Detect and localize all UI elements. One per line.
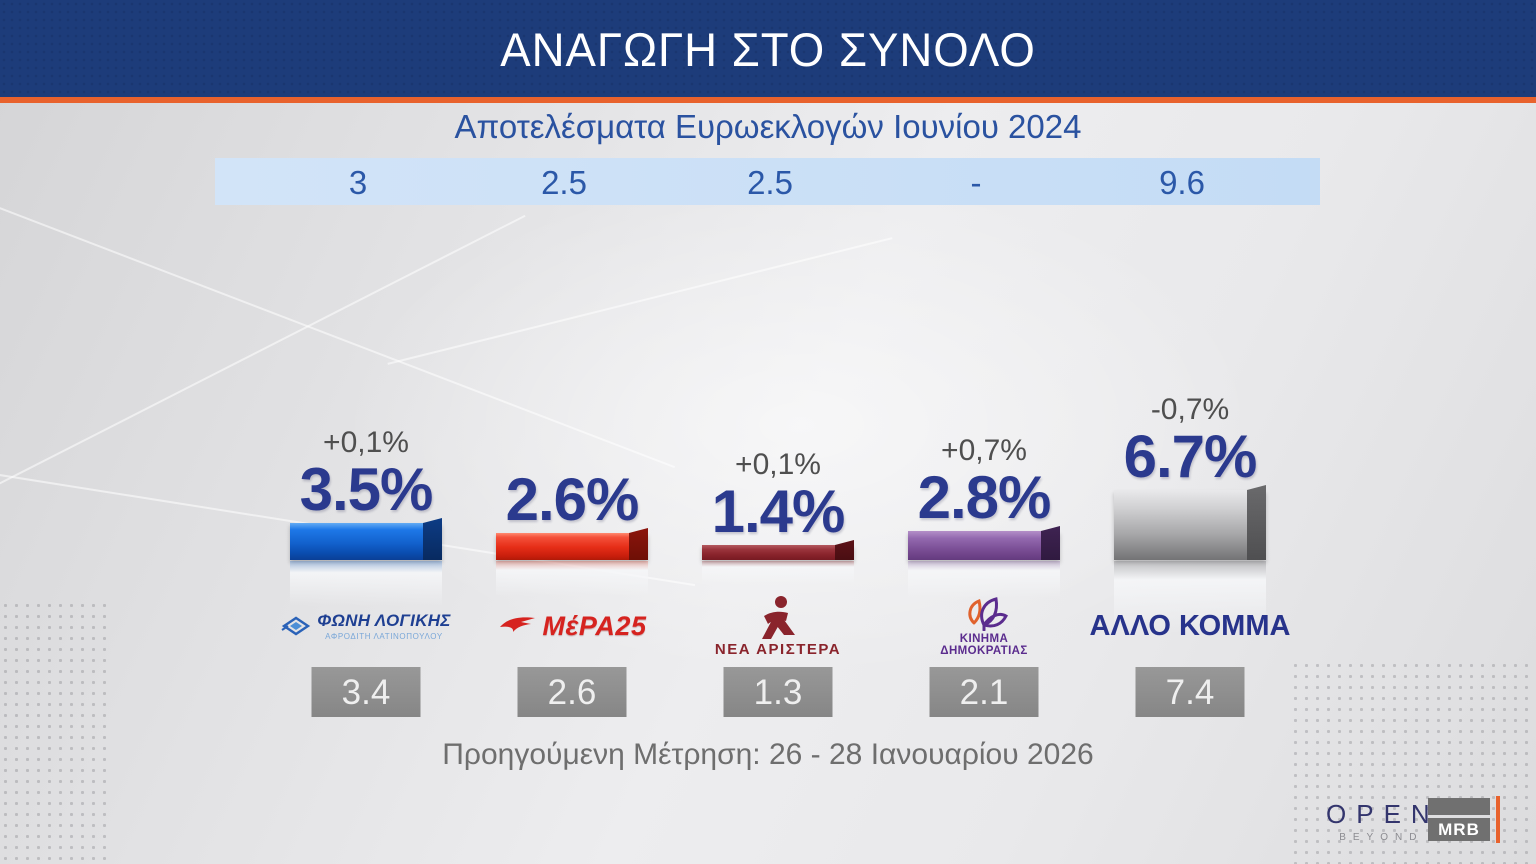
party-column-foni-logikis: +0,1% 3.5% ΦΩΝΗ ΛΟΓΙΚΗΣ ΑΦΡΟΔΙΤΗ ΛΑΤΙΝΟΠ… [263,370,469,720]
euro2024-results-strip: 3 2.5 2.5 - 9.6 [215,158,1320,205]
euro2024-value-nea-aristera: 2.5 [747,164,793,201]
bar-reflection [908,561,1060,598]
accent-divider [0,97,1536,103]
bar-reflection [702,561,854,584]
bar-reflection [1114,561,1266,633]
change-label: +0,1% [323,426,409,460]
change-label: -0,7% [1150,393,1230,427]
bar-reflection [290,561,442,606]
party-logo-mera25: ΜέΡΑ25 [469,588,675,664]
party-logo-nea-aristera: ΝΕΑ ΑΡΙΣΤΕΡΑ [675,588,881,664]
value-label: 6.7% [1123,423,1258,491]
euro2024-value-allo-komma: 9.6 [1159,164,1205,201]
dot-texture [1290,660,1536,864]
party-name: ΚΙΝΗΜΑ ΔΗΜΟΚΡΑΤΙΑΣ [940,632,1028,657]
bar-chart: +0,1% 3.5% ΦΩΝΗ ΛΟΓΙΚΗΣ ΑΦΡΟΔΙΤΗ ΛΑΤΙΝΟΠ… [263,370,1293,720]
party-column-nea-aristera: +0,1% 1.4% ΝΕΑ ΑΡΙΣΤΕΡΑ 1.3 [675,370,881,720]
value-label: 2.6% [505,466,640,534]
previous-value-box: 2.1 [929,667,1039,717]
bar-reflection [496,561,648,596]
party-name: ΦΩΝΗ ΛΟΓΙΚΗΣ [317,611,451,630]
bar-nea-aristera [702,540,854,560]
change-label: +0,7% [941,434,1027,468]
page-title: ΑΝΑΓΩΓΗ ΣΤΟ ΣΥΝΟΛΟ [500,23,1036,76]
previous-value-box: 7.4 [1135,667,1245,717]
reference-subtitle: Αποτελέσματα Ευρωεκλογών Ιουνίου 2024 [454,108,1082,145]
mrb-logo-text: MRB [1428,818,1490,841]
value-label: 3.5% [299,456,434,524]
accent-tick [1496,796,1500,843]
previous-value-box: 2.6 [517,667,627,717]
bar-mera25 [496,528,648,560]
party-column-kinima-dimokratias: +0,7% 2.8% ΚΙΝΗΜΑ ΔΗΜΟΚΡΑΤΙΑΣ [881,370,1087,720]
party-logo-foni-logikis: ΦΩΝΗ ΛΟΓΙΚΗΣ ΑΦΡΟΔΙΤΗ ΛΑΤΙΝΟΠΟΥΛΟΥ [263,588,469,664]
title-banner: ΑΝΑΓΩΓΗ ΣΤΟ ΣΥΝΟΛΟ [0,0,1536,97]
party-column-allo-komma: -0,7% 6.7% ΑΛΛΟ ΚΟΜΜΑ 7.4 [1087,370,1293,720]
value-label: 1.4% [711,478,846,546]
previous-value-box: 1.3 [723,667,833,717]
kinima-dimokratias-flower-icon [968,596,1008,631]
party-name: ΜέΡΑ25 [542,610,647,641]
euro2024-value-kinima-dimokratias: - [970,164,982,201]
bar-kinima-dimokratias [908,526,1060,560]
foni-logikis-diamond-icon [281,616,311,636]
party-logo-allo-komma: ΑΛΛΟ ΚΟΜΜΑ [1087,588,1293,664]
open-channel-logo: OPEN BEYOND [1316,799,1440,843]
euro2024-value-mera25: 2.5 [541,164,587,201]
party-name: ΑΛΛΟ ΚΟΜΜΑ [1089,609,1291,642]
mrb-pollster-logo: MRB [1428,798,1490,841]
previous-measurement-note: Προηγούμενη Μέτρηση: 26 - 28 Ιανουαρίου … [442,738,1094,771]
bar-allo-komma [1114,485,1266,560]
open-logo-tagline: BEYOND [1339,832,1424,843]
party-logo-kinima-dimokratias: ΚΙΝΗΜΑ ΔΗΜΟΚΡΑΤΙΑΣ [881,588,1087,664]
bar-foni-logikis [290,518,442,560]
value-label: 2.8% [917,464,1052,532]
mera25-bird-icon [499,617,535,632]
nea-aristera-figure-icon [762,595,795,639]
previous-value-box: 3.4 [311,667,421,717]
party-leader: ΑΦΡΟΔΙΤΗ ΛΑΤΙΝΟΠΟΥΛΟΥ [325,632,443,641]
mrb-logo-bar [1428,798,1490,815]
change-label: +0,1% [735,448,821,482]
party-name: ΝΕΑ ΑΡΙΣΤΕΡΑ [714,640,842,658]
open-logo-text: OPEN [1326,799,1440,829]
dot-texture [0,600,110,864]
party-column-mera25: 2.6% ΜέΡΑ25 2.6 [469,370,675,720]
euro2024-value-foni-logikis: 3 [348,164,368,201]
